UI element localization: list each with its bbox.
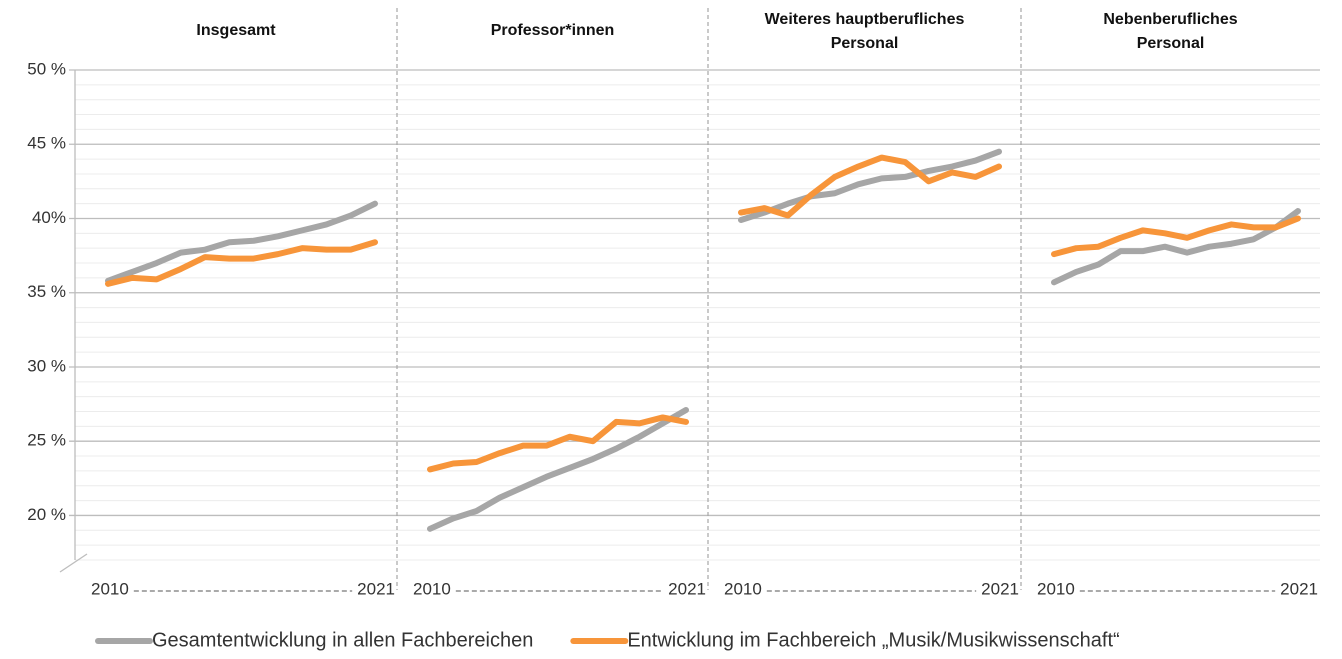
series-line: [1051, 215, 1301, 258]
series-line: [738, 154, 1002, 219]
series-line: [427, 407, 689, 532]
series-line: [105, 239, 378, 287]
y-tick-label: 30 %: [27, 356, 66, 375]
panel-title: Nebenberufliches: [1103, 11, 1237, 28]
panel-title: Insgesamt: [196, 22, 276, 39]
y-tick-label: 50 %: [27, 59, 66, 78]
y-tick-label: 25 %: [27, 431, 66, 450]
legend-label: Gesamtentwicklung in allen Fachbereichen: [152, 629, 533, 651]
x-tick-label: 2021: [357, 579, 395, 598]
axis-break: [59, 553, 88, 573]
panel-title: Personal: [831, 35, 899, 52]
panel-title: Weiteres hauptberufliches: [765, 11, 965, 28]
panel-title: Professor*innen: [491, 22, 615, 39]
series-line: [427, 414, 689, 473]
series-line: [738, 148, 1002, 223]
legend-label: Entwicklung im Fachbereich „Musik/Musikw…: [627, 629, 1119, 651]
x-tick-label: 2021: [981, 579, 1019, 598]
panel-title: Personal: [1137, 35, 1205, 52]
x-tick-label: 2010: [1037, 579, 1075, 598]
y-tick-label: 35 %: [27, 282, 66, 301]
x-tick-label: 2010: [91, 579, 129, 598]
x-tick-label: 2021: [668, 579, 706, 598]
series-line: [105, 200, 378, 284]
y-tick-label: 45 %: [27, 134, 66, 153]
x-tick-label: 2010: [413, 579, 451, 598]
x-tick-label: 2010: [724, 579, 762, 598]
series-line: [1051, 208, 1301, 286]
x-tick-label: 2021: [1280, 579, 1318, 598]
y-tick-label: 20 %: [27, 505, 66, 524]
y-tick-label: 40%: [32, 208, 66, 227]
